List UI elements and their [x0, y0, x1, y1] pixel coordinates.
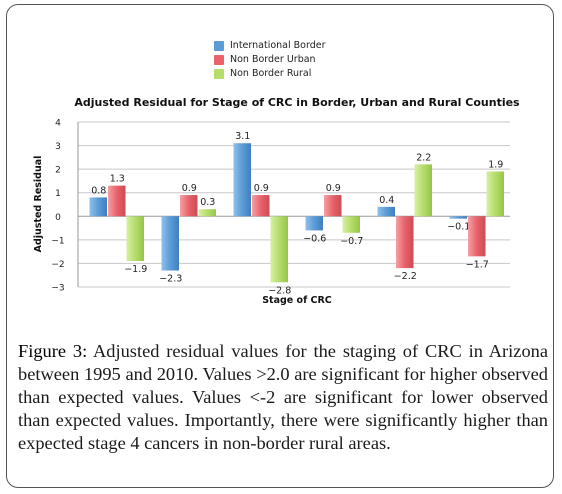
bar-international-border [305, 216, 323, 231]
data-label: −2.3 [159, 274, 182, 285]
data-label: 1.9 [488, 160, 503, 171]
bar-non-border-urban [324, 195, 342, 217]
y-tick-label: 2 [55, 166, 61, 176]
data-label: −0.7 [340, 236, 363, 247]
bar-non-border-urban [396, 216, 414, 269]
y-axis-label: Adjusted Residual [33, 156, 44, 253]
data-label: −2.2 [394, 271, 417, 282]
data-label: −1.9 [124, 264, 147, 275]
legend-label: Non Border Rural [230, 68, 312, 79]
bar-international-border [377, 206, 395, 217]
data-label: 0.4 [379, 195, 394, 206]
x-axis-label: Stage of CRC [262, 295, 332, 306]
data-label: 0.8 [91, 185, 106, 196]
data-label: 1.3 [110, 174, 125, 185]
bar-non-border-rural [414, 164, 432, 217]
data-label: 0.9 [182, 183, 197, 194]
bar-international-border [161, 216, 179, 271]
bar-non-border-rural [126, 216, 144, 262]
bar-non-border-urban [180, 195, 198, 217]
bar-international-border [89, 197, 107, 217]
y-tick-label: 1 [55, 189, 61, 199]
figure-caption: Figure 3: Adjusted residual values for t… [18, 340, 548, 455]
bar-non-border-urban [468, 216, 486, 257]
legend-item-international-border: International Border [214, 39, 326, 52]
y-tick-label: 3 [55, 142, 61, 152]
y-tick-label: −1 [51, 236, 64, 246]
legend-item-non-border-urban: Non Border Urban [214, 53, 326, 66]
y-tick-label: −2 [51, 260, 64, 270]
data-label: −0.1 [447, 222, 470, 233]
chart-title: Adjusted Residual for Stage of CRC in Bo… [74, 96, 520, 109]
data-label: 0.9 [326, 183, 341, 194]
chart-legend: International Border Non Border Urban No… [214, 39, 326, 81]
bar-non-border-urban [108, 185, 126, 217]
legend-swatch [214, 68, 224, 79]
legend-label: Non Border Urban [230, 54, 316, 65]
bar-international-border [233, 143, 251, 217]
bar-chart: Adjusted Residual for Stage of CRC in Bo… [33, 96, 520, 306]
data-label: −2.8 [268, 285, 291, 296]
legend-item-non-border-rural: Non Border Rural [214, 67, 326, 80]
data-label: −0.6 [303, 233, 326, 244]
bar-non-border-rural [342, 216, 360, 233]
legend-label: International Border [230, 40, 326, 51]
data-label: 0.3 [200, 197, 215, 208]
bar-non-border-rural [270, 216, 288, 283]
data-label: −1.7 [466, 259, 489, 270]
legend-swatch [214, 54, 224, 65]
y-tick-label: 4 [55, 119, 61, 129]
bar-non-border-urban [252, 195, 270, 217]
caption-label: Figure 3: [18, 341, 88, 361]
data-label: 0.9 [254, 183, 269, 194]
y-tick-label: 0 [55, 213, 61, 223]
data-label: 2.2 [416, 152, 431, 163]
data-label: 3.1 [235, 131, 250, 142]
y-tick-label: −3 [51, 284, 64, 294]
caption-text: Adjusted residual values for the staging… [18, 341, 548, 453]
legend-swatch [214, 40, 224, 51]
bar-international-border [449, 216, 467, 219]
bar-non-border-rural [486, 171, 504, 217]
bar-non-border-rural [198, 209, 216, 217]
